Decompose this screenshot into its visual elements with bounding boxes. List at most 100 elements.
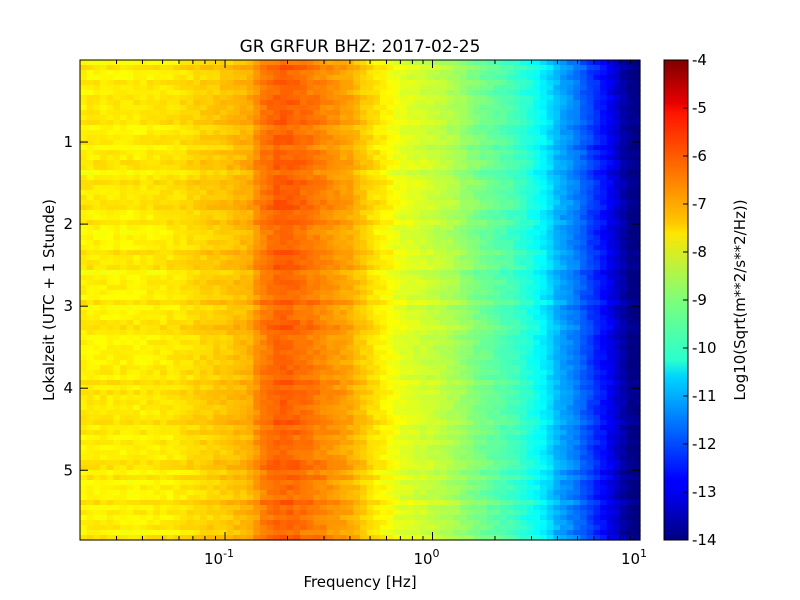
heatmap-cell [200,500,208,506]
heatmap-cell [220,150,228,156]
heatmap-cell [393,475,401,481]
heatmap-cell [133,300,141,306]
heatmap-cell [180,295,188,301]
heatmap-cell [273,450,281,456]
heatmap-cell [353,380,361,386]
heatmap-cell [226,355,234,361]
heatmap-cell [386,485,394,491]
heatmap-cell [80,120,88,126]
heatmap-cell [166,155,174,161]
heatmap-cell [293,105,301,111]
heatmap-cell [153,245,161,251]
heatmap-cell [180,375,188,381]
heatmap-cell [200,200,208,206]
heatmap-cell [320,410,328,416]
heatmap-cell [366,200,374,206]
heatmap-cell [366,405,374,411]
heatmap-cell [320,130,328,136]
heatmap-cell [193,360,201,366]
heatmap-cell [173,430,181,436]
heatmap-cell [106,270,114,276]
heatmap-cell [393,135,401,141]
heatmap-cell [180,210,188,216]
heatmap-cell [340,270,348,276]
heatmap-cell [240,485,248,491]
heatmap-cell [300,455,308,461]
heatmap-cell [286,415,294,421]
heatmap-cell [320,515,328,521]
heatmap-cell [300,260,308,266]
heatmap-cell [113,395,121,401]
heatmap-cell [220,450,228,456]
heatmap-cell [273,320,281,326]
heatmap-cell [113,80,121,86]
heatmap-cell [333,510,341,516]
heatmap-cell [213,420,221,426]
heatmap-cell [400,510,408,516]
heatmap-cell [306,170,314,176]
heatmap-cell [353,185,361,191]
heatmap-cell [393,530,401,536]
heatmap-cell [173,425,181,431]
heatmap-cell [106,255,114,261]
heatmap-cell [226,75,234,81]
heatmap-cell [380,195,388,201]
heatmap-cell [400,435,408,441]
heatmap-cell [93,255,101,261]
heatmap-cell [213,505,221,511]
heatmap-cell [220,120,228,126]
heatmap-cell [346,360,354,366]
heatmap-cell [180,220,188,226]
heatmap-cell [380,75,388,81]
heatmap-cell [320,245,328,251]
heatmap-cell [420,370,428,376]
heatmap-cell [413,325,421,331]
heatmap-cell [400,365,408,371]
heatmap-cell [373,500,381,506]
heatmap-cell [340,215,348,221]
heatmap-cell [300,440,308,446]
heatmap-cell [120,535,128,541]
heatmap-cell [246,125,254,131]
heatmap-cell [126,190,134,196]
heatmap-cell [106,245,114,251]
heatmap-cell [293,155,301,161]
heatmap-cell [100,270,108,276]
heatmap-cell [193,430,201,436]
heatmap-cell [226,235,234,241]
heatmap-cell [300,250,308,256]
heatmap-cell [93,155,101,161]
heatmap-cell [133,440,141,446]
heatmap-cell [413,170,421,176]
heatmap-cell [160,415,168,421]
heatmap-cell [306,275,314,281]
heatmap-cell [193,235,201,241]
heatmap-cell [213,490,221,496]
heatmap-cell [286,460,294,466]
heatmap-cell [153,190,161,196]
heatmap-cell [186,480,194,486]
heatmap-cell [106,465,114,471]
heatmap-cell [106,445,114,451]
heatmap-cell [313,145,321,151]
heatmap-cell [406,535,414,541]
heatmap-cell [120,505,128,511]
heatmap-cell [106,70,114,76]
heatmap-cell [93,375,101,381]
heatmap-cell [220,190,228,196]
heatmap-cell [193,65,201,71]
heatmap-cell [93,140,101,146]
heatmap-cell [366,380,374,386]
heatmap-cell [353,485,361,491]
heatmap-cell [200,220,208,226]
heatmap-cell [280,270,288,276]
heatmap-cell [266,255,274,261]
heatmap-cell [220,70,228,76]
heatmap-cell [360,440,368,446]
heatmap-cell [206,295,214,301]
heatmap-cell [166,370,174,376]
heatmap-cell [353,75,361,81]
heatmap-cell [160,280,168,286]
heatmap-cell [146,340,154,346]
heatmap-cell [366,65,374,71]
